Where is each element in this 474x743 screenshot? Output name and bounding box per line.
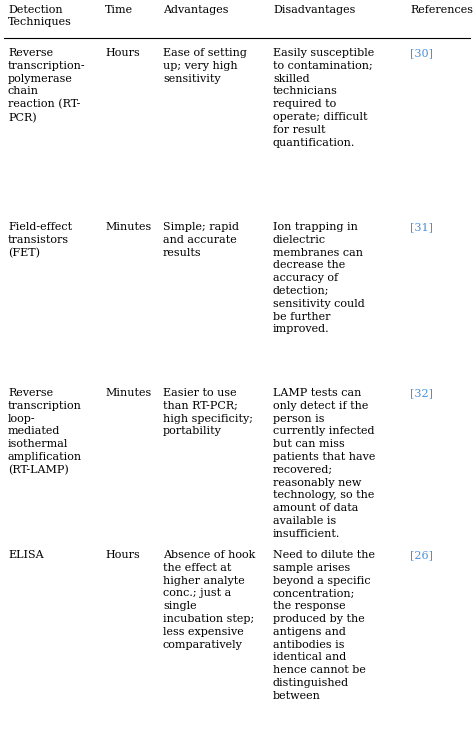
- Text: Ease of setting
up; very high
sensitivity: Ease of setting up; very high sensitivit…: [163, 48, 247, 84]
- Text: [30]: [30]: [410, 48, 433, 58]
- Text: [31]: [31]: [410, 222, 433, 232]
- Text: ELISA: ELISA: [8, 550, 44, 560]
- Text: Reverse
transcription
loop-
mediated
isothermal
amplification
(RT-LAMP): Reverse transcription loop- mediated iso…: [8, 388, 82, 476]
- Text: Easily susceptible
to contamination;
skilled
technicians
required to
operate; di: Easily susceptible to contamination; ski…: [273, 48, 374, 148]
- Text: Disadvantages: Disadvantages: [273, 5, 356, 15]
- Text: Simple; rapid
and accurate
results: Simple; rapid and accurate results: [163, 222, 239, 258]
- Text: Time: Time: [105, 5, 133, 15]
- Text: Hours: Hours: [105, 550, 140, 560]
- Text: Field-effect
transistors
(FET): Field-effect transistors (FET): [8, 222, 72, 258]
- Text: Advantages: Advantages: [163, 5, 228, 15]
- Text: Detection
Techniques: Detection Techniques: [8, 5, 72, 27]
- Text: Easier to use
than RT-PCR;
high specificity;
portability: Easier to use than RT-PCR; high specific…: [163, 388, 253, 436]
- Text: LAMP tests can
only detect if the
person is
currently infected
but can miss
pati: LAMP tests can only detect if the person…: [273, 388, 375, 539]
- Text: [32]: [32]: [410, 388, 433, 398]
- Text: Minutes: Minutes: [105, 222, 151, 232]
- Text: Minutes: Minutes: [105, 388, 151, 398]
- Text: References: References: [410, 5, 473, 15]
- Text: Absence of hook
the effect at
higher analyte
conc.; just a
single
incubation ste: Absence of hook the effect at higher ana…: [163, 550, 255, 649]
- Text: Ion trapping in
dielectric
membranes can
decrease the
accuracy of
detection;
sen: Ion trapping in dielectric membranes can…: [273, 222, 365, 334]
- Text: Need to dilute the
sample arises
beyond a specific
concentration;
the response
p: Need to dilute the sample arises beyond …: [273, 550, 375, 701]
- Text: [26]: [26]: [410, 550, 433, 560]
- Text: Reverse
transcription-
polymerase
chain
reaction (RT-
PCR): Reverse transcription- polymerase chain …: [8, 48, 86, 123]
- Text: Hours: Hours: [105, 48, 140, 58]
